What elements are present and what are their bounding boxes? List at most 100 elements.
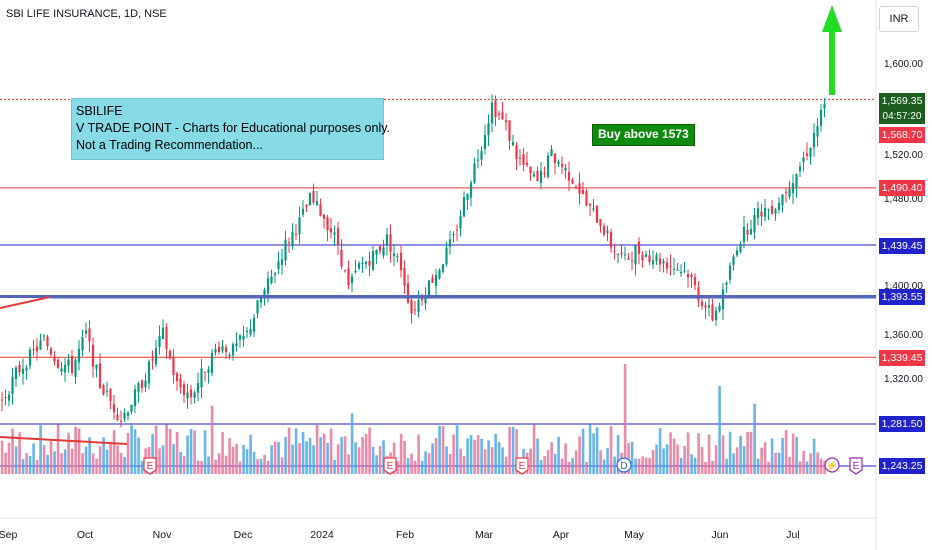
x-tick: Mar xyxy=(474,529,494,541)
candle-body xyxy=(392,253,396,256)
chart-title[interactable]: SBI LIFE INSURANCE, 1D, NSE xyxy=(6,8,167,20)
candle-body xyxy=(126,412,130,416)
volume-bar xyxy=(623,364,627,474)
candle-body xyxy=(746,230,749,235)
volume-bar xyxy=(375,455,378,474)
volume-bar xyxy=(686,432,690,474)
volume-bar xyxy=(445,446,448,474)
candle-body xyxy=(725,283,728,285)
candle-body xyxy=(655,255,658,262)
volume-bar xyxy=(207,456,210,474)
earnings-marker xyxy=(143,457,157,475)
volume-bar xyxy=(249,434,252,474)
volume-bar xyxy=(753,403,756,474)
earnings-marker xyxy=(515,457,529,475)
volume-bar xyxy=(483,449,487,474)
y-tick: 1,320.00 xyxy=(884,374,923,385)
volume-bar xyxy=(487,440,490,474)
candle-body xyxy=(252,317,256,332)
volume-bar xyxy=(452,434,455,474)
candle-body xyxy=(214,349,217,353)
candle-body xyxy=(273,273,277,275)
candle-body xyxy=(224,347,228,352)
volume-bar xyxy=(154,425,158,474)
candle-body xyxy=(410,299,413,314)
candle-body xyxy=(679,271,683,274)
candle-body xyxy=(333,232,336,235)
candle-body xyxy=(60,368,63,372)
volume-bar xyxy=(326,442,329,474)
volume-bar xyxy=(4,452,7,474)
volume-bar xyxy=(777,452,781,474)
volume-bar xyxy=(238,461,242,474)
volume-bar xyxy=(361,437,364,474)
volume-bar xyxy=(280,457,284,474)
candle-body xyxy=(508,120,511,141)
volume-bar xyxy=(641,456,644,474)
candle-body xyxy=(543,172,546,175)
candle-body xyxy=(749,228,753,235)
event-marker-label: D xyxy=(620,461,627,472)
candle-body xyxy=(140,380,144,388)
price-tag-last: 1,569.35 xyxy=(879,93,925,109)
volume-bar xyxy=(165,424,168,474)
candle-body xyxy=(602,226,606,235)
candle-body xyxy=(56,359,60,369)
candle-body xyxy=(221,346,224,351)
volume-bar xyxy=(119,453,123,474)
candle-body xyxy=(511,141,515,146)
candle-body xyxy=(641,254,644,261)
volume-bar xyxy=(340,436,343,474)
candle-body xyxy=(728,265,732,280)
candle-body xyxy=(795,174,798,188)
volume-bar xyxy=(28,455,32,474)
candle-body xyxy=(364,261,368,265)
volume-bar xyxy=(725,458,728,474)
volume-bar xyxy=(574,450,578,474)
volume-bar xyxy=(431,443,434,474)
candle-body xyxy=(207,369,210,373)
volume-bar xyxy=(319,437,322,474)
candle-body xyxy=(277,261,280,270)
volume-bar xyxy=(217,453,221,474)
volume-bar xyxy=(662,448,665,474)
volume-bar xyxy=(812,438,816,474)
volume-bar xyxy=(130,425,133,474)
x-tick: Dec xyxy=(233,529,253,541)
volume-bar xyxy=(329,428,333,474)
volume-bar xyxy=(595,427,599,474)
volume-bar xyxy=(749,431,753,474)
volume-bar xyxy=(46,454,49,474)
candle-body xyxy=(459,216,462,229)
volume-bar xyxy=(126,432,130,474)
candle-body xyxy=(63,364,67,373)
volume-bar xyxy=(550,442,553,474)
volume-bar xyxy=(427,453,431,474)
candle-body xyxy=(319,204,322,217)
candle-body xyxy=(168,350,172,359)
volume-bar xyxy=(658,428,662,474)
candle-body xyxy=(14,367,18,380)
volume-bar xyxy=(193,430,196,474)
candle-body xyxy=(133,389,137,407)
candle-body xyxy=(413,309,417,311)
candle-body xyxy=(525,162,529,166)
currency-button[interactable]: INR xyxy=(879,6,919,32)
candle-body xyxy=(532,174,536,177)
volume-bar xyxy=(644,457,648,474)
volume-bar xyxy=(102,437,105,474)
volume-bar xyxy=(567,461,571,474)
volume-bar xyxy=(693,458,697,474)
volume-bar xyxy=(504,456,508,474)
volume-bar xyxy=(333,460,336,474)
volume-bar xyxy=(700,446,704,474)
candle-body xyxy=(613,251,616,253)
volume-bar xyxy=(133,429,137,474)
candle-body xyxy=(67,359,70,366)
volume-bar xyxy=(602,459,606,474)
candle-body xyxy=(378,246,382,252)
volume-bar xyxy=(140,461,144,474)
note-line-2: V TRADE POINT - Charts for Educational p… xyxy=(76,121,391,135)
candle-body xyxy=(154,348,158,365)
